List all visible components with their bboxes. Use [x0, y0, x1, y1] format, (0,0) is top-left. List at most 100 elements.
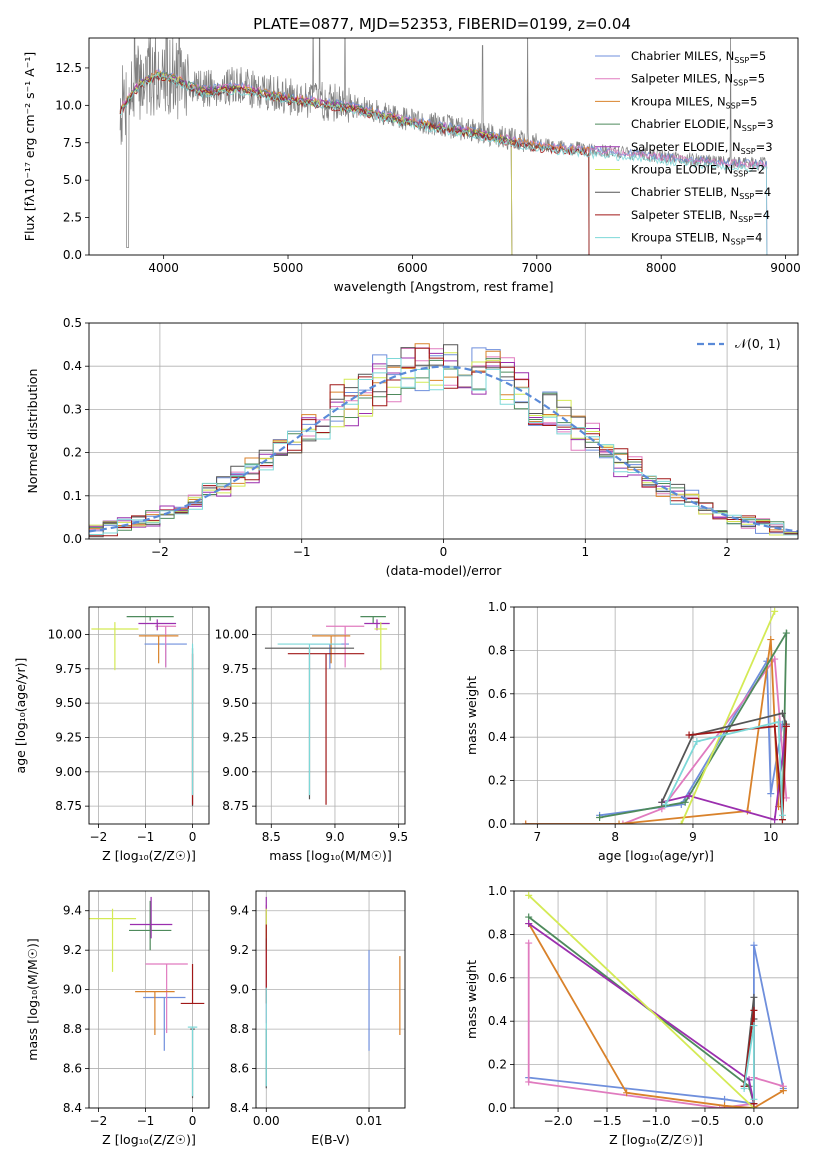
y-tick-label: 9.0	[63, 983, 82, 997]
x-tick-label: 8.5	[262, 830, 281, 844]
axes-frame	[88, 322, 799, 540]
y-tick-label: 9.4	[230, 904, 249, 918]
gaussian-curve	[89, 365, 798, 533]
x-tick-label: −1	[137, 830, 155, 844]
y-tick-label: 9.00	[55, 765, 82, 779]
weight-marker	[615, 820, 623, 824]
x-tick-label: 1	[581, 545, 589, 559]
weight-marker	[525, 920, 533, 928]
y-tick-label: 8.75	[55, 799, 82, 813]
x-tick-label: −1.0	[641, 1114, 670, 1128]
plot-area	[89, 607, 209, 824]
axes-frame	[513, 890, 799, 1109]
errorbar-1	[326, 625, 365, 668]
legend-entry: Salpeter ELODIE, NSSP=3	[631, 140, 773, 156]
y-tick-label: 0.1	[63, 489, 82, 503]
x-axis-label: age [log₁₀(age/yr)]	[598, 848, 714, 863]
weight-marker	[525, 913, 533, 921]
y-tick-label: 2.5	[63, 211, 82, 225]
x-tick-label: 2	[723, 545, 731, 559]
y-tick-label: 0.0	[63, 532, 82, 546]
weight-marker	[681, 798, 689, 806]
x-axis-label: wavelength [Angstrom, rest frame]	[333, 279, 553, 294]
y-tick-label: 10.00	[48, 627, 82, 641]
weight-marker	[750, 1095, 758, 1103]
legend-entry: Kroupa MILES, NSSP=5	[631, 94, 757, 110]
legend-entry: Kroupa STELIB, NSSP=4	[631, 231, 762, 247]
x-tick-label: 9.0	[325, 830, 344, 844]
weight-marker	[767, 636, 775, 644]
errorbar-8	[277, 643, 342, 796]
errorbar-2	[138, 635, 179, 664]
x-tick-label: 0.00	[253, 1114, 280, 1128]
y-tick-label: 0.6	[488, 687, 507, 701]
errorbar-0	[143, 996, 186, 1051]
errorbar-4	[129, 896, 173, 939]
x-tick-label: −1	[293, 545, 311, 559]
weight-marker	[623, 1089, 631, 1097]
x-tick-label: 9.5	[389, 830, 408, 844]
y-tick-label: 9.25	[55, 730, 82, 744]
plot-area	[89, 323, 798, 539]
axes-frame	[255, 890, 406, 1109]
y-tick-label: 9.2	[63, 943, 82, 957]
x-tick-label: 8	[611, 830, 619, 844]
weight-marker	[771, 722, 779, 730]
x-tick-label: −2.0	[543, 1114, 572, 1128]
weight-line-8	[664, 720, 784, 816]
weight-marker	[750, 941, 758, 949]
weight-marker	[721, 1095, 729, 1103]
y-tick-label: 0.0	[63, 248, 82, 262]
y-tick-label: 9.50	[55, 696, 82, 710]
weight-marker	[525, 1078, 533, 1086]
y-tick-label: 0.0	[488, 1101, 507, 1115]
x-tick-label: −2	[151, 545, 169, 559]
errorbar-2	[135, 991, 175, 1036]
y-tick-label: 8.75	[222, 799, 249, 813]
x-tick-label: −2	[90, 1114, 108, 1128]
weight-marker	[779, 1087, 787, 1095]
y-tick-label: 8.4	[63, 1101, 82, 1115]
y-tick-label: 10.0	[55, 98, 82, 112]
y-tick-label: 8.4	[230, 1101, 249, 1115]
weight-marker	[721, 1102, 729, 1108]
x-tick-label: 9	[689, 830, 697, 844]
y-tick-label: 0.4	[488, 1014, 507, 1028]
legend-entry: Chabrier MILES, NSSP=5	[631, 49, 766, 65]
weight-marker	[658, 798, 666, 806]
y-axis-label: mass weight	[464, 960, 479, 1039]
weight-line-5	[528, 894, 755, 1108]
x-axis-label: Z [log₁₀(Z/Z☉)]	[102, 848, 196, 863]
y-tick-label: 7.5	[63, 136, 82, 150]
y-tick-label: 8.6	[230, 1062, 249, 1076]
y-tick-label: 0.4	[488, 730, 507, 744]
panel-age-vs-Z: −2 −1 0 8.75 9.00 9.25 9.50 9.75 10.00 Z [log₁₀(Z…	[13, 606, 210, 863]
errorbar-1	[155, 625, 177, 668]
residual-hist-6	[89, 344, 798, 538]
x-tick-label: −2	[90, 830, 108, 844]
weight-marker	[525, 891, 533, 899]
x-tick-label: 10	[763, 830, 778, 844]
y-tick-label: 9.25	[222, 730, 249, 744]
panel-weight-vs-age: 7 8 9 10 0.0 0.2 0.4 0.6 0.8 1.0 age [log₁₀(age/yr…	[464, 600, 799, 863]
y-tick-label: 0.6	[488, 971, 507, 985]
weight-marker	[677, 820, 685, 824]
y-tick-label: 10.00	[215, 627, 249, 641]
plot-area	[256, 607, 405, 824]
x-tick-label: 0.01	[356, 1114, 383, 1128]
y-tick-label: 12.5	[55, 61, 82, 75]
y-tick-label: 0.2	[488, 1058, 507, 1072]
weight-marker	[775, 718, 783, 726]
x-tick-label: 5000	[273, 261, 304, 275]
y-tick-label: 8.8	[63, 1022, 82, 1036]
weight-marker	[596, 813, 604, 821]
panel-age-vs-mass: 8.5 9.0 9.5 8.75 9.00 9.25 9.50 9.75 10.00 mass […	[215, 606, 408, 863]
y-tick-label: 0.8	[488, 643, 507, 657]
y-tick-label: 5.0	[63, 173, 82, 187]
weight-marker	[771, 816, 779, 824]
y-axis-label: age [log₁₀(age/yr)]	[13, 658, 28, 774]
weight-marker	[745, 1076, 753, 1084]
weight-marker	[685, 731, 693, 739]
x-tick-label: 9000	[770, 261, 801, 275]
model-spectrum-7	[119, 74, 590, 255]
